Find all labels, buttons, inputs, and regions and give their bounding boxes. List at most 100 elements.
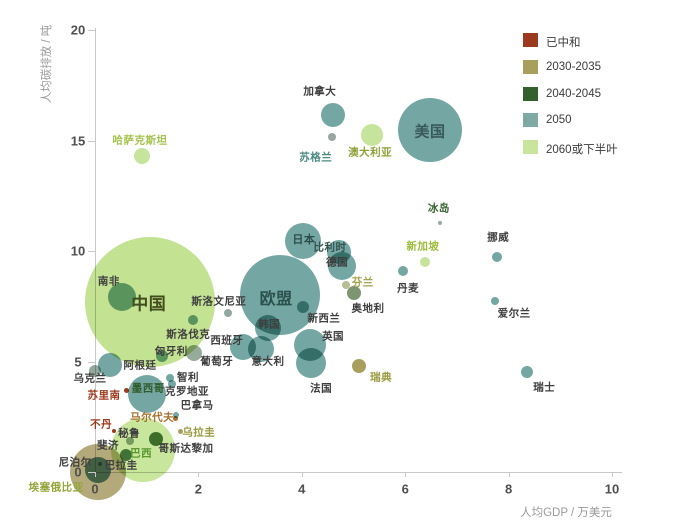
legend-swatch — [523, 86, 538, 101]
country-label: 斐济 — [97, 439, 120, 452]
x-axis-title: 人均GDP / 万美元 — [520, 507, 612, 519]
bubble — [320, 103, 345, 128]
bubble — [134, 147, 151, 164]
bubble — [185, 345, 202, 362]
tick-label: 0 — [91, 481, 99, 497]
bubble — [112, 428, 117, 433]
bubble — [437, 220, 442, 225]
tick-mark — [198, 472, 200, 477]
bubble — [165, 374, 174, 383]
country-label: 西班牙 — [210, 334, 244, 347]
country-label: 新西兰 — [307, 312, 341, 325]
country-label: 阿根廷 — [123, 359, 157, 372]
bubble — [120, 448, 133, 461]
country-label: 加拿大 — [303, 85, 337, 98]
tick-label: 4 — [298, 481, 306, 497]
bubble — [126, 437, 135, 446]
bubble — [223, 309, 232, 318]
bubble — [172, 415, 178, 421]
country-label: 埃塞俄比亚 — [28, 481, 84, 494]
y-axis-title: 人均碳排放 / 吨 — [41, 24, 53, 104]
country-label: 乌拉圭 — [182, 426, 216, 439]
country-label: 瑞典 — [370, 371, 393, 384]
country-label: 秘鲁 — [118, 427, 141, 440]
bubble — [89, 365, 101, 377]
bubble — [327, 240, 352, 265]
bubble — [247, 335, 274, 362]
country-label: 丹麦 — [397, 282, 420, 295]
country-label: 挪威 — [487, 231, 510, 244]
x-axis-line — [95, 472, 622, 473]
tick-label: 6 — [401, 481, 409, 497]
bubble — [491, 296, 500, 305]
tick-mark — [508, 472, 510, 477]
country-label: 马尔代夫 — [130, 411, 175, 424]
country-label: 德国 — [326, 256, 349, 269]
country-label: 奥地利 — [351, 302, 385, 315]
legend-swatch — [523, 113, 538, 128]
country-label: 智利 — [176, 371, 199, 384]
country-label: 苏格兰 — [299, 151, 333, 164]
country-label: 斯洛伐克 — [166, 328, 211, 341]
country-label: 法国 — [310, 382, 333, 395]
tick-mark — [88, 361, 95, 363]
bubble — [85, 457, 112, 483]
country-label: 哥斯达黎加 — [158, 442, 214, 455]
bubble — [296, 348, 327, 379]
country-label: 比利时 — [313, 241, 347, 254]
tick-mark — [88, 251, 95, 252]
country-label: 中国 — [131, 294, 167, 314]
bubble — [107, 282, 136, 311]
country-label: 英国 — [322, 330, 345, 343]
bubble — [123, 387, 129, 393]
tick-mark — [88, 140, 95, 142]
bubble — [284, 223, 321, 260]
country-label: 新加坡 — [406, 240, 440, 253]
tick-mark — [612, 472, 613, 477]
country-label: 斯洛文尼亚 — [191, 295, 247, 308]
country-label: 韩国 — [258, 318, 281, 331]
legend-label: 2060或下半叶 — [546, 144, 618, 157]
legend-label: 2050 — [546, 114, 572, 127]
bubble — [361, 123, 384, 146]
country-label: 冰岛 — [427, 202, 450, 215]
tick-mark — [95, 472, 96, 477]
tick-mark — [301, 472, 303, 477]
legend-label: 2030-2035 — [546, 60, 601, 73]
bubble — [149, 432, 163, 447]
legend-label: 2040-2045 — [546, 87, 601, 100]
tick-label: 20 — [70, 22, 86, 38]
bubble — [188, 314, 199, 325]
tick-label: 2 — [194, 481, 203, 497]
tick-mark — [405, 472, 407, 477]
country-label: 克罗地亚 — [165, 385, 210, 398]
country-label: 哈萨克斯坦 — [112, 134, 168, 147]
bubble — [341, 281, 350, 290]
country-label: 芬兰 — [351, 276, 374, 289]
country-label: 巴拿马 — [180, 399, 214, 412]
bubble — [128, 374, 167, 413]
country-label: 乌克兰 — [73, 372, 107, 385]
bubble — [347, 285, 362, 300]
y-axis-line — [95, 28, 96, 473]
country-label: 匈牙利 — [154, 345, 188, 358]
tick-label: 8 — [504, 481, 513, 497]
bubble — [98, 462, 103, 467]
legend-label: 已中和 — [546, 37, 581, 49]
tick-label: 0 — [74, 464, 82, 480]
country-label: 美国 — [414, 123, 446, 141]
country-label: 巴拉圭 — [104, 459, 138, 472]
country-label: 巴西 — [130, 447, 153, 460]
tick-mark — [88, 30, 95, 31]
country-label: 尼泊尔 — [58, 456, 92, 469]
bubble — [492, 251, 503, 262]
bubble — [398, 97, 463, 162]
bubble — [178, 429, 184, 435]
legend-swatch — [523, 140, 538, 155]
country-label: 葡萄牙 — [200, 355, 234, 368]
country-label: 日本 — [292, 234, 316, 247]
bubble — [173, 411, 180, 418]
